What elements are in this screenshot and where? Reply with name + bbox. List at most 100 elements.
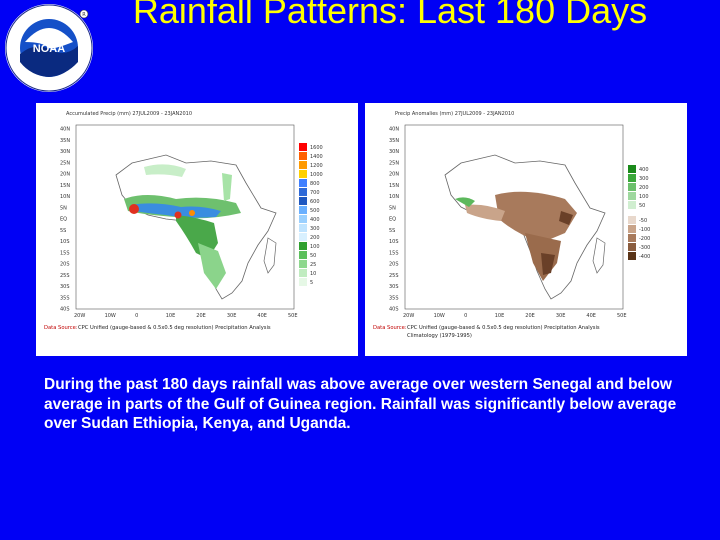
lat-label: 20S	[60, 262, 70, 268]
legend-swatch	[628, 243, 636, 251]
lat-label: 5N	[389, 205, 396, 211]
legend-swatch	[299, 206, 307, 214]
lat-label: 25S	[60, 273, 70, 279]
legend-label: 200	[639, 185, 649, 191]
data-source-text: CPC Unified (gauge-based & 0.5x0.5 deg r…	[78, 325, 271, 331]
lon-label: 30E	[556, 313, 566, 319]
lon-label: 50E	[617, 313, 627, 319]
legend-swatch	[299, 152, 307, 160]
slide-caption: During the past 180 days rainfall was ab…	[44, 376, 677, 432]
legend-swatch	[299, 224, 307, 232]
lat-label: 35S	[389, 295, 399, 301]
lon-label: 0	[135, 313, 138, 319]
climatology-text: Climatology (1979-1995)	[407, 333, 472, 339]
lon-label: 10W	[434, 313, 445, 319]
legend-swatch	[628, 216, 636, 224]
legend-label: 100	[639, 194, 649, 200]
legend-swatch	[299, 197, 307, 205]
lon-label: 40E	[586, 313, 596, 319]
legend-label: 50	[639, 203, 645, 209]
legend-swatch	[628, 201, 636, 209]
lat-label: 15S	[60, 250, 70, 256]
lat-label: 35N	[60, 138, 70, 144]
legend-swatch	[299, 170, 307, 178]
data-source-label: Data Source:	[44, 325, 78, 331]
lon-axis-labels: 20W 10W 0 10E 20E 30E 40E 50E	[74, 313, 298, 319]
lat-label: 5S	[60, 228, 66, 234]
lon-axis-labels: 20W 10W 0 10E 20E 30E 40E 50E	[403, 313, 627, 319]
lat-label: 40S	[389, 307, 399, 313]
lat-label: 35S	[60, 295, 70, 301]
legend-swatch	[299, 260, 307, 268]
lat-label: 35N	[389, 138, 399, 144]
legend-label: 1200	[310, 163, 323, 169]
lat-label: 15S	[389, 250, 399, 256]
legend-label: -100	[639, 227, 650, 233]
legend-label: 5	[310, 280, 313, 286]
lon-label: 50E	[288, 313, 298, 319]
legend-label: 1000	[310, 172, 323, 178]
lat-label: 30N	[389, 149, 399, 155]
legend-swatch	[299, 242, 307, 250]
lat-label: 10N	[389, 194, 399, 200]
legend-label: 300	[310, 226, 320, 232]
lon-label: 0	[464, 313, 467, 319]
svg-text:R: R	[82, 12, 86, 18]
precip-legend: 1600 1400 1200 1000 800 700 600 500 400 300 200 100…	[299, 143, 323, 286]
noaa-logo: NOAA R	[3, 2, 95, 94]
legend-label: -300	[639, 245, 650, 251]
lat-label: 25N	[60, 160, 70, 166]
lat-label: 10S	[389, 239, 399, 245]
lon-label: 10E	[495, 313, 505, 319]
lat-label: 10N	[60, 194, 70, 200]
legend-label: 100	[310, 244, 320, 250]
lon-label: 20E	[525, 313, 535, 319]
data-source-text: CPC Unified (gauge-based & 0.5x0.5 deg r…	[407, 325, 600, 331]
legend-swatch	[628, 165, 636, 173]
lat-label: 5S	[389, 228, 395, 234]
lat-label: 25N	[389, 160, 399, 166]
lat-axis-labels: 40N 35N 30N 25N 20N 15N 10N 5N EQ 5S 10S 15S 20S 25S 3…	[60, 127, 70, 313]
legend-label: -400	[639, 254, 650, 260]
lon-label: 20W	[74, 313, 85, 319]
lat-label: 10S	[60, 239, 70, 245]
lon-label: 20E	[196, 313, 206, 319]
legend-label: 1400	[310, 154, 323, 160]
lat-label: EQ	[389, 217, 396, 223]
legend-swatch	[299, 143, 307, 151]
legend-label: 200	[310, 235, 320, 241]
lon-label: 20W	[403, 313, 414, 319]
anomaly-legend: 400 300 200 100 50 -50 -100 -200 -300 -400	[628, 165, 650, 260]
legend-swatch	[299, 278, 307, 286]
legend-label: 800	[310, 181, 320, 187]
accumulated-precip-map: Accumulated Precip (mm) 27JUL2009 - 23JA…	[36, 103, 358, 356]
data-source-label: Data Source:	[373, 325, 407, 331]
legend-swatch	[628, 252, 636, 260]
precip-anomaly-map: Precip Anomalies (mm) 27JUL2009 - 23JAN2…	[365, 103, 687, 356]
legend-label: -50	[639, 218, 647, 224]
lon-label: 10W	[105, 313, 116, 319]
legend-swatch	[299, 251, 307, 259]
legend-label: 1600	[310, 145, 323, 151]
legend-swatch	[628, 174, 636, 182]
lat-label: 30S	[60, 284, 70, 290]
legend-swatch	[628, 183, 636, 191]
legend-swatch	[299, 188, 307, 196]
legend-label: 500	[310, 208, 320, 214]
legend-swatch	[628, 234, 636, 242]
lat-label: 25S	[389, 273, 399, 279]
legend-label: 10	[310, 271, 316, 277]
legend-swatch	[628, 225, 636, 233]
lat-label: 5N	[60, 205, 67, 211]
lon-label: 30E	[227, 313, 237, 319]
slide-title: Rainfall Patterns: Last 180 Days	[132, 0, 648, 31]
svg-text:NOAA: NOAA	[33, 43, 65, 55]
legend-label: 50	[310, 253, 316, 259]
lat-axis-labels: 40N 35N 30N 25N 20N 15N 10N 5N EQ 5S 10S 15S 20S 25S 3…	[389, 127, 399, 313]
lat-label: 20N	[60, 172, 70, 178]
lat-label: 20N	[389, 172, 399, 178]
legend-swatch	[299, 215, 307, 223]
legend-label: 400	[639, 167, 649, 173]
lat-label: 15N	[389, 183, 399, 189]
lat-label: 40S	[60, 307, 70, 313]
